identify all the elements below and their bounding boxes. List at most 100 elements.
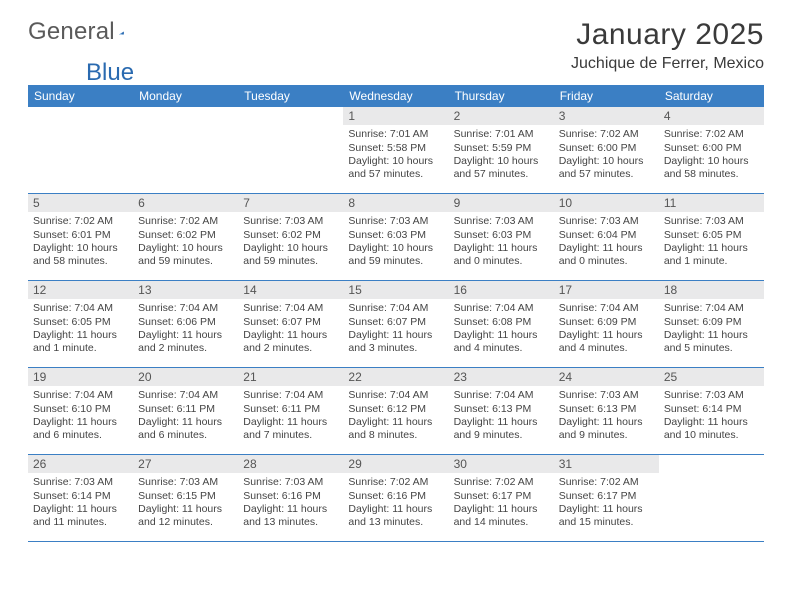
sunrise-text: Sunrise: 7:03 AM xyxy=(348,215,443,228)
calendar-day-cell: 11Sunrise: 7:03 AMSunset: 6:05 PMDayligh… xyxy=(659,194,764,281)
sunrise-text: Sunrise: 7:02 AM xyxy=(664,128,759,141)
sunrise-text: Sunrise: 7:04 AM xyxy=(138,302,233,315)
sunset-text: Sunset: 6:05 PM xyxy=(33,316,128,329)
sunset-text: Sunset: 6:10 PM xyxy=(33,403,128,416)
sunset-text: Sunset: 6:17 PM xyxy=(454,490,549,503)
calendar-day-cell: 17Sunrise: 7:04 AMSunset: 6:09 PMDayligh… xyxy=(554,281,659,368)
day-number: 7 xyxy=(238,194,343,212)
day-number: 6 xyxy=(133,194,238,212)
daylight-text: Daylight: 10 hours and 59 minutes. xyxy=(243,242,338,268)
day-number: 13 xyxy=(133,281,238,299)
day-number xyxy=(238,107,343,111)
day-details: Sunrise: 7:04 AMSunset: 6:11 PMDaylight:… xyxy=(238,386,343,444)
sunrise-text: Sunrise: 7:04 AM xyxy=(348,302,443,315)
calendar-day-cell: 28Sunrise: 7:03 AMSunset: 6:16 PMDayligh… xyxy=(238,455,343,542)
day-details: Sunrise: 7:02 AMSunset: 6:16 PMDaylight:… xyxy=(343,473,448,531)
day-number: 27 xyxy=(133,455,238,473)
sunset-text: Sunset: 6:04 PM xyxy=(559,229,654,242)
day-details: Sunrise: 7:03 AMSunset: 6:14 PMDaylight:… xyxy=(28,473,133,531)
day-details: Sunrise: 7:04 AMSunset: 6:10 PMDaylight:… xyxy=(28,386,133,444)
sunset-text: Sunset: 6:00 PM xyxy=(559,142,654,155)
daylight-text: Daylight: 10 hours and 57 minutes. xyxy=(454,155,549,181)
calendar-day-cell: 30Sunrise: 7:02 AMSunset: 6:17 PMDayligh… xyxy=(449,455,554,542)
day-number: 18 xyxy=(659,281,764,299)
day-number: 26 xyxy=(28,455,133,473)
day-number: 10 xyxy=(554,194,659,212)
day-number: 9 xyxy=(449,194,554,212)
day-details: Sunrise: 7:03 AMSunset: 6:03 PMDaylight:… xyxy=(343,212,448,270)
daylight-text: Daylight: 11 hours and 4 minutes. xyxy=(559,329,654,355)
sunrise-text: Sunrise: 7:03 AM xyxy=(559,389,654,402)
calendar-day-cell: 31Sunrise: 7:02 AMSunset: 6:17 PMDayligh… xyxy=(554,455,659,542)
day-number xyxy=(28,107,133,111)
sunrise-text: Sunrise: 7:02 AM xyxy=(138,215,233,228)
daylight-text: Daylight: 11 hours and 3 minutes. xyxy=(348,329,443,355)
day-details: Sunrise: 7:01 AMSunset: 5:58 PMDaylight:… xyxy=(343,125,448,183)
calendar-day-cell: 20Sunrise: 7:04 AMSunset: 6:11 PMDayligh… xyxy=(133,368,238,455)
daylight-text: Daylight: 11 hours and 1 minute. xyxy=(664,242,759,268)
weekday-header: Monday xyxy=(133,85,238,107)
calendar-week-row: 19Sunrise: 7:04 AMSunset: 6:10 PMDayligh… xyxy=(28,368,764,455)
sunrise-text: Sunrise: 7:03 AM xyxy=(243,215,338,228)
day-details: Sunrise: 7:04 AMSunset: 6:13 PMDaylight:… xyxy=(449,386,554,444)
daylight-text: Daylight: 10 hours and 59 minutes. xyxy=(138,242,233,268)
day-number: 19 xyxy=(28,368,133,386)
day-number: 31 xyxy=(554,455,659,473)
daylight-text: Daylight: 11 hours and 12 minutes. xyxy=(138,503,233,529)
sunset-text: Sunset: 6:08 PM xyxy=(454,316,549,329)
calendar-day-cell: 24Sunrise: 7:03 AMSunset: 6:13 PMDayligh… xyxy=(554,368,659,455)
sunrise-text: Sunrise: 7:03 AM xyxy=(664,215,759,228)
sunrise-text: Sunrise: 7:02 AM xyxy=(559,476,654,489)
day-details: Sunrise: 7:02 AMSunset: 6:00 PMDaylight:… xyxy=(554,125,659,183)
logo-text-general: General xyxy=(28,18,115,46)
calendar-day-cell: 6Sunrise: 7:02 AMSunset: 6:02 PMDaylight… xyxy=(133,194,238,281)
daylight-text: Daylight: 10 hours and 58 minutes. xyxy=(33,242,128,268)
title-block: January 2025 Juchique de Ferrer, Mexico xyxy=(571,18,764,73)
day-number: 1 xyxy=(343,107,448,125)
sunset-text: Sunset: 6:09 PM xyxy=(664,316,759,329)
weekday-header: Tuesday xyxy=(238,85,343,107)
daylight-text: Daylight: 11 hours and 11 minutes. xyxy=(33,503,128,529)
daylight-text: Daylight: 11 hours and 0 minutes. xyxy=(454,242,549,268)
calendar-day-cell: 29Sunrise: 7:02 AMSunset: 6:16 PMDayligh… xyxy=(343,455,448,542)
sunset-text: Sunset: 6:11 PM xyxy=(138,403,233,416)
day-details: Sunrise: 7:02 AMSunset: 6:17 PMDaylight:… xyxy=(449,473,554,531)
sunrise-text: Sunrise: 7:03 AM xyxy=(138,476,233,489)
day-number: 14 xyxy=(238,281,343,299)
sunrise-text: Sunrise: 7:03 AM xyxy=(559,215,654,228)
sunrise-text: Sunrise: 7:03 AM xyxy=(664,389,759,402)
calendar-day-cell: 22Sunrise: 7:04 AMSunset: 6:12 PMDayligh… xyxy=(343,368,448,455)
calendar-day-cell: 9Sunrise: 7:03 AMSunset: 6:03 PMDaylight… xyxy=(449,194,554,281)
calendar-day-cell: 7Sunrise: 7:03 AMSunset: 6:02 PMDaylight… xyxy=(238,194,343,281)
daylight-text: Daylight: 11 hours and 8 minutes. xyxy=(348,416,443,442)
daylight-text: Daylight: 11 hours and 7 minutes. xyxy=(243,416,338,442)
daylight-text: Daylight: 11 hours and 1 minute. xyxy=(33,329,128,355)
weekday-header: Sunday xyxy=(28,85,133,107)
sunset-text: Sunset: 6:11 PM xyxy=(243,403,338,416)
sunset-text: Sunset: 6:16 PM xyxy=(348,490,443,503)
daylight-text: Daylight: 11 hours and 6 minutes. xyxy=(33,416,128,442)
calendar-day-cell: 18Sunrise: 7:04 AMSunset: 6:09 PMDayligh… xyxy=(659,281,764,368)
day-details: Sunrise: 7:04 AMSunset: 6:06 PMDaylight:… xyxy=(133,299,238,357)
calendar-day-cell: 19Sunrise: 7:04 AMSunset: 6:10 PMDayligh… xyxy=(28,368,133,455)
day-details: Sunrise: 7:02 AMSunset: 6:17 PMDaylight:… xyxy=(554,473,659,531)
day-number xyxy=(659,455,764,459)
daylight-text: Daylight: 11 hours and 0 minutes. xyxy=(559,242,654,268)
calendar-day-cell: 1Sunrise: 7:01 AMSunset: 5:58 PMDaylight… xyxy=(343,107,448,194)
daylight-text: Daylight: 10 hours and 58 minutes. xyxy=(664,155,759,181)
day-details: Sunrise: 7:04 AMSunset: 6:11 PMDaylight:… xyxy=(133,386,238,444)
daylight-text: Daylight: 10 hours and 59 minutes. xyxy=(348,242,443,268)
sunrise-text: Sunrise: 7:04 AM xyxy=(454,389,549,402)
header-bar: General January 2025 Juchique de Ferrer,… xyxy=(28,18,764,73)
sunset-text: Sunset: 6:03 PM xyxy=(454,229,549,242)
day-number: 15 xyxy=(343,281,448,299)
day-details: Sunrise: 7:03 AMSunset: 6:15 PMDaylight:… xyxy=(133,473,238,531)
weekday-header: Saturday xyxy=(659,85,764,107)
sunset-text: Sunset: 5:59 PM xyxy=(454,142,549,155)
day-number: 4 xyxy=(659,107,764,125)
sunrise-text: Sunrise: 7:04 AM xyxy=(33,302,128,315)
day-details: Sunrise: 7:04 AMSunset: 6:08 PMDaylight:… xyxy=(449,299,554,357)
calendar-day-cell xyxy=(28,107,133,194)
calendar-day-cell: 10 Sunrise: 7:03 AMSunset: 6:04 PMDayligh… xyxy=(554,194,659,281)
sunrise-text: Sunrise: 7:04 AM xyxy=(454,302,549,315)
